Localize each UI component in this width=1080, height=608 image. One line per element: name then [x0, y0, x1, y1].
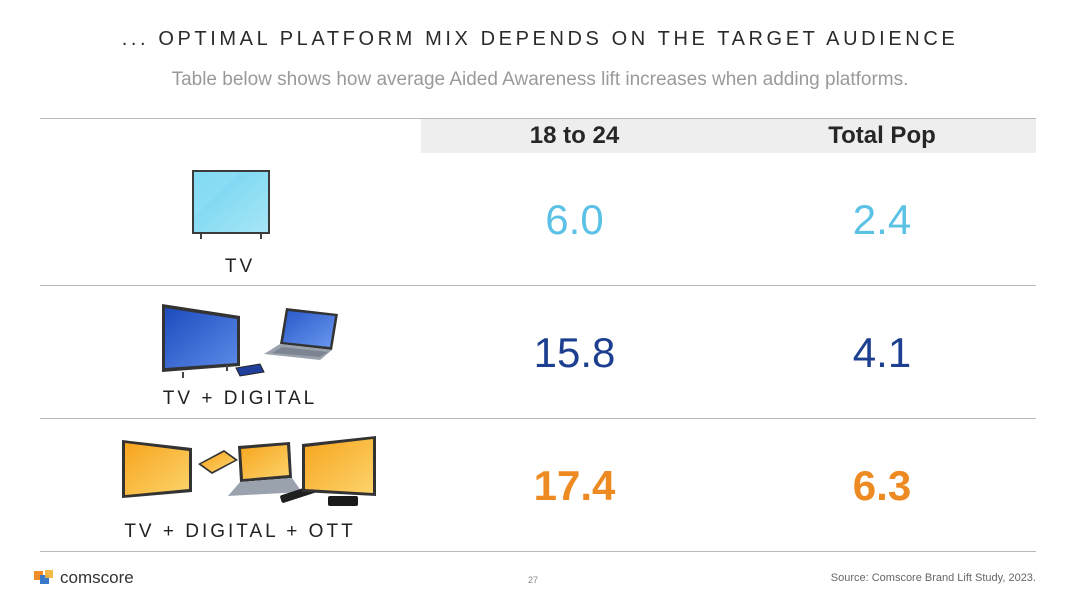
source-note: Source: Comscore Brand Lift Study, 2023.: [830, 572, 1036, 584]
page-number: 27: [528, 575, 539, 585]
row-label-tv: TV: [224, 256, 256, 277]
page-title: ... OPTIMAL PLATFORM MIX DEPENDS ON THE …: [121, 28, 959, 50]
row-label-tv-digital-ott: TV + DIGITAL + OTT: [124, 521, 356, 542]
tv-devices-ott-icon: [122, 436, 376, 506]
row-divider: [40, 418, 1036, 419]
column-header-18-to-24: 18 to 24: [529, 122, 620, 149]
tv-laptop-phone-icon: [162, 304, 338, 378]
column-header-band: [421, 119, 1036, 153]
brand-logo: comscore: [60, 568, 134, 587]
value-tv-total-pop: 2.4: [852, 196, 912, 243]
table-bottom-divider: [40, 551, 1036, 552]
row-label-tv-digital: TV + DIGITAL: [162, 388, 318, 409]
value-tv-digital-ott-total-pop: 6.3: [852, 462, 912, 509]
page-subtitle: Table below shows how average Aided Awar…: [171, 69, 909, 90]
column-header-total-pop: Total Pop: [828, 122, 936, 149]
value-tv-digital-ott-18-to-24: 17.4: [533, 462, 616, 509]
value-tv-digital-18-to-24: 15.8: [533, 329, 616, 376]
row-divider: [40, 285, 1036, 286]
value-tv-18-to-24: 6.0: [545, 196, 604, 243]
comscore-logo-icon: [34, 570, 53, 584]
tv-icon: [192, 170, 270, 239]
value-tv-digital-total-pop: 4.1: [852, 329, 912, 376]
table-top-divider: [40, 118, 1036, 119]
